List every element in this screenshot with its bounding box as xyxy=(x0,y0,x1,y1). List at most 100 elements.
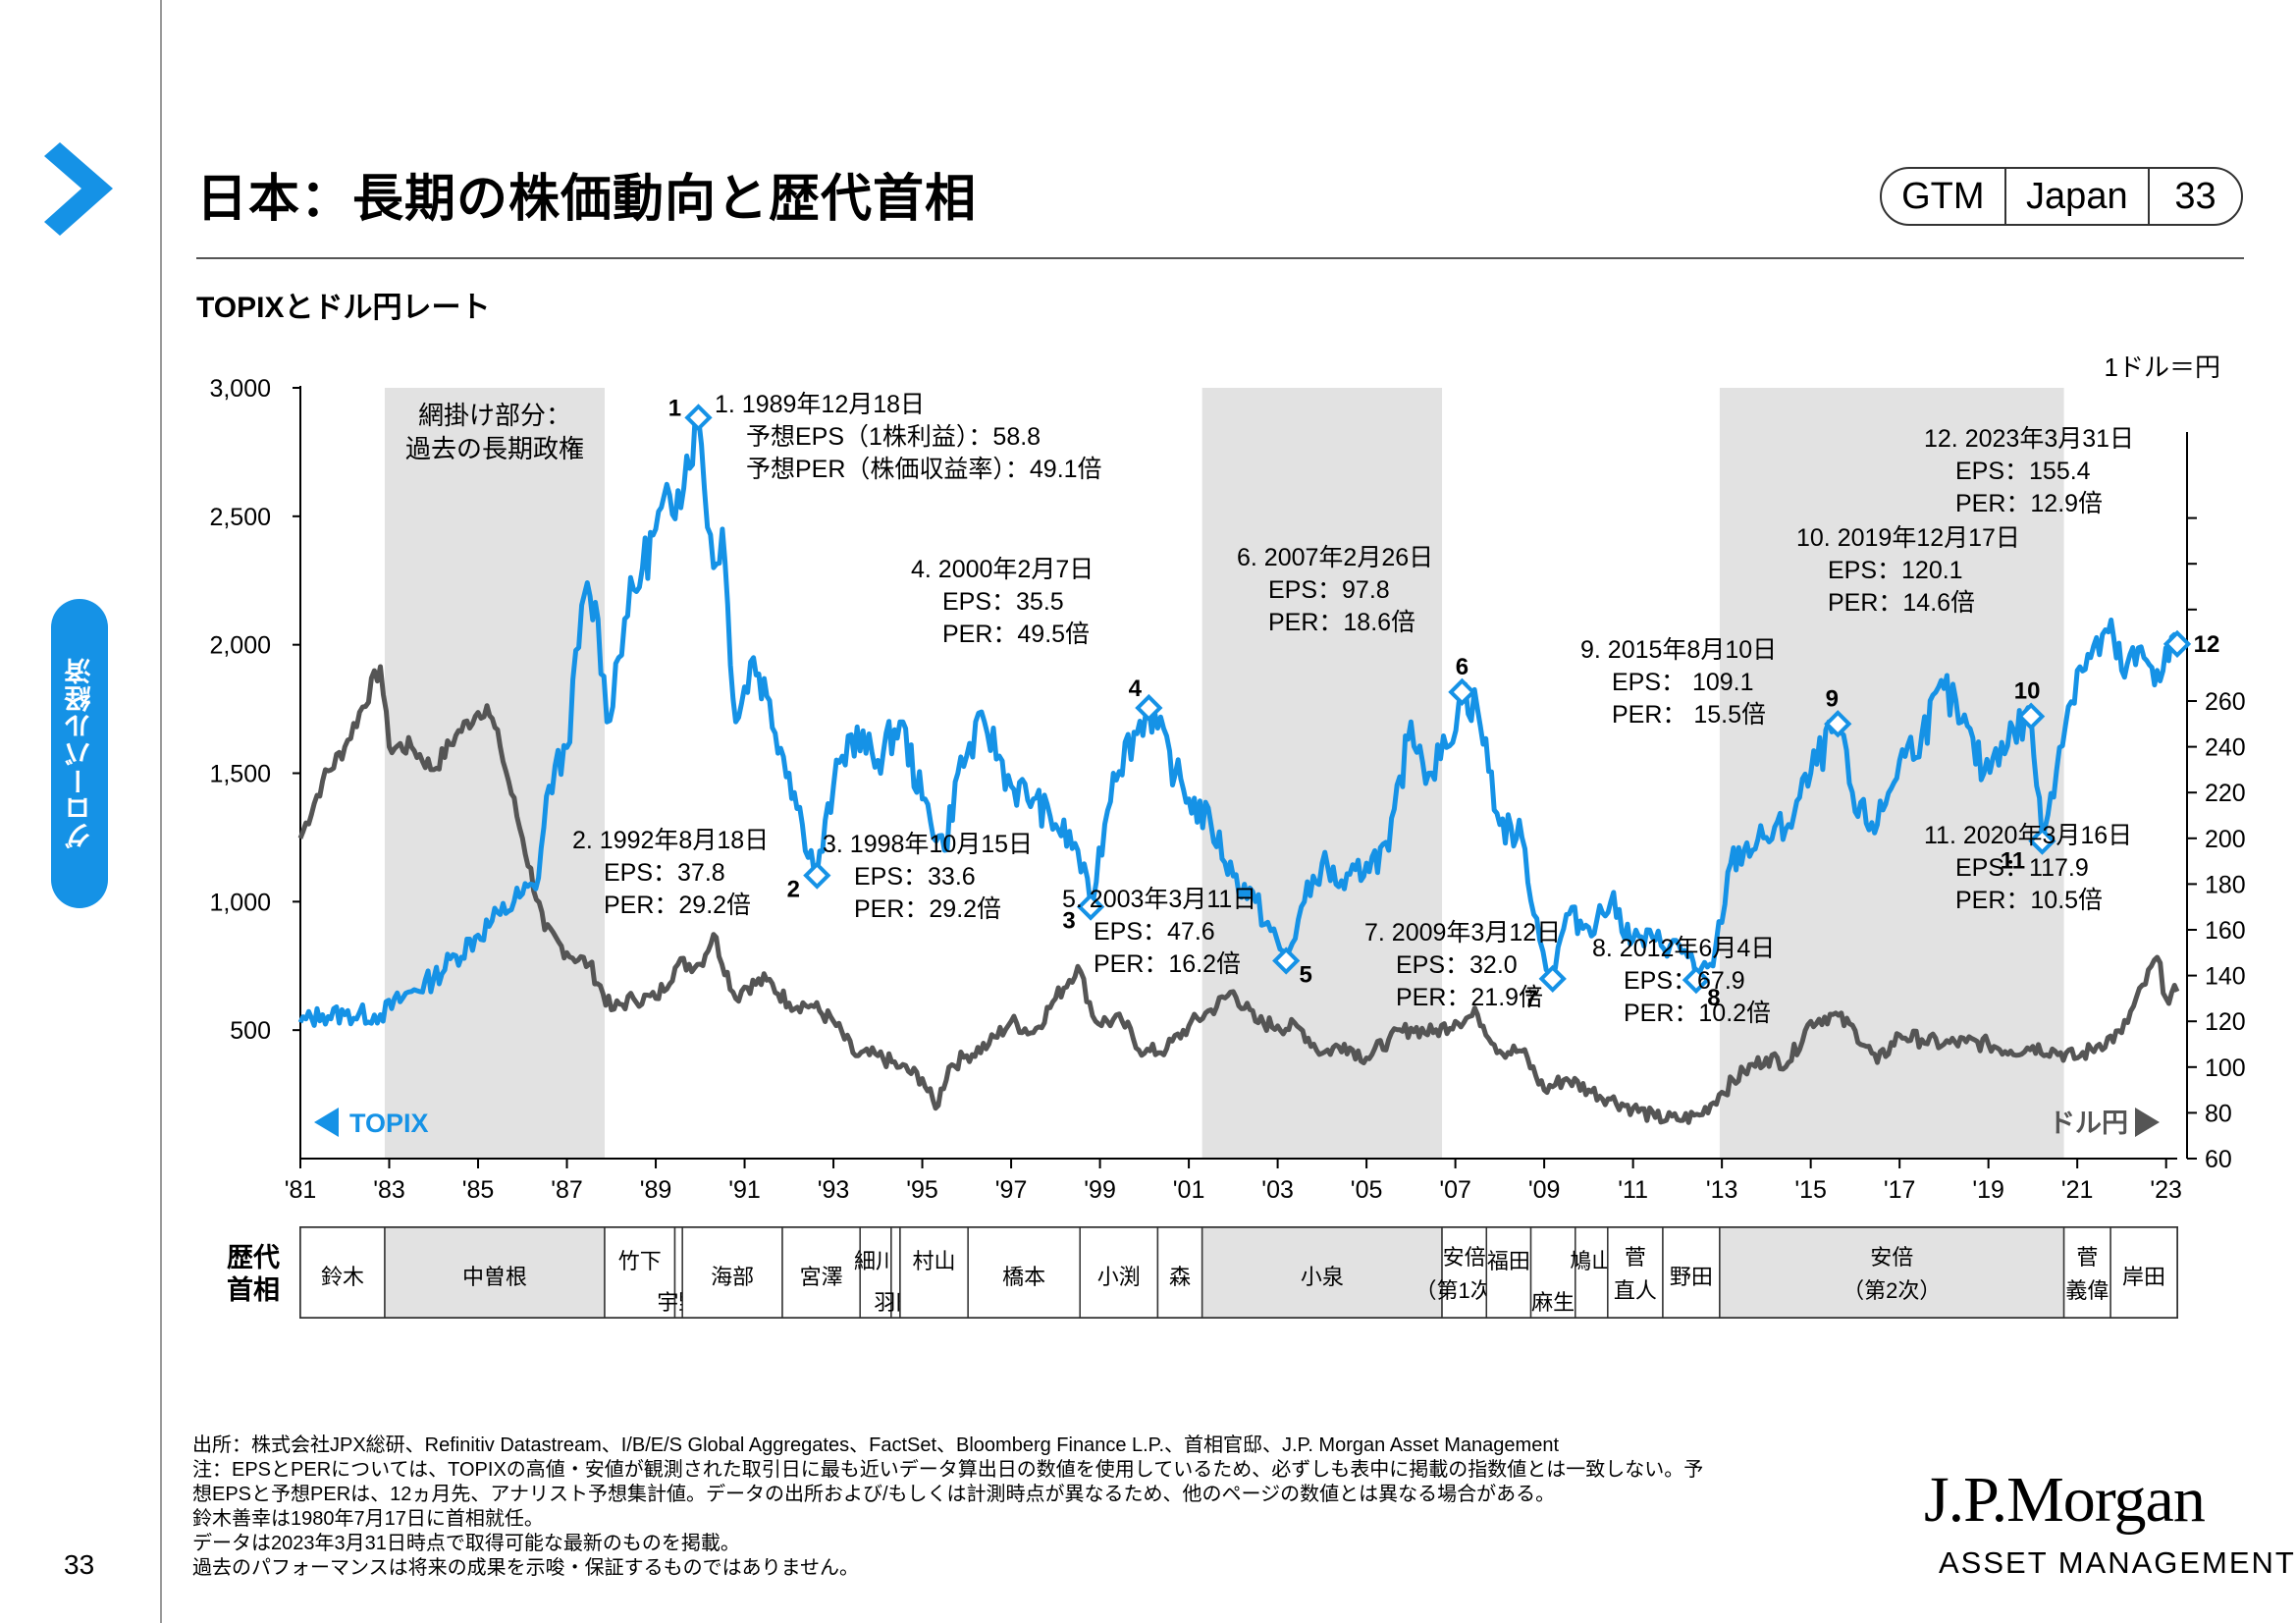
shaded-label: 網掛け部分： xyxy=(418,401,571,430)
page-badge: GTM Japan 33 xyxy=(1880,167,2243,226)
marker-annotation: PER：12.9倍 xyxy=(1955,490,2103,517)
marker-number: 5 xyxy=(1300,962,1312,989)
marker-number: 3 xyxy=(1062,908,1075,935)
pm-name: 橋本 xyxy=(1002,1265,1045,1289)
x-tick-label: '21 xyxy=(2061,1176,2094,1204)
marker-annotation: 1. 1989年12月18日 xyxy=(715,391,925,418)
marker-annotation: EPS：120.1 xyxy=(1828,557,1963,584)
pm-cell xyxy=(967,1226,1081,1319)
marker-annotation: 12. 2023年3月31日 xyxy=(1924,425,2134,453)
page-title: 日本：長期の株価動向と歴代首相 xyxy=(196,171,978,228)
pm-name: 岸田 xyxy=(2122,1265,2165,1289)
marker-number: 6 xyxy=(1456,654,1468,680)
left-divider xyxy=(160,0,162,1623)
marker-annotation: 4. 2000年2月7日 xyxy=(911,556,1094,583)
right-tick-label: 120 xyxy=(2205,1008,2246,1036)
x-tick-label: '23 xyxy=(2150,1176,2182,1204)
right-tick-label: 240 xyxy=(2205,734,2246,762)
pm-name: 宮澤 xyxy=(800,1265,843,1289)
marker-annotation: PER：29.2倍 xyxy=(604,892,751,919)
marker-annotation: 予想PER（株価収益率）：49.1倍 xyxy=(746,456,1102,483)
marker-annotation: 6. 2007年2月26日 xyxy=(1237,544,1433,571)
x-tick-label: '87 xyxy=(551,1176,583,1204)
pm-name: 麻生 xyxy=(1531,1290,1575,1315)
pm-cell xyxy=(2109,1226,2178,1319)
pm-name: 福田 xyxy=(1487,1249,1530,1273)
right-axis-label: 1ドル＝円 xyxy=(2105,352,2220,382)
pm-cell xyxy=(1529,1226,1576,1319)
pm-cell xyxy=(384,1226,606,1319)
footnote-line: 注：EPSとPERについては、TOPIXの高値・安値が観測された取引日に最も近い… xyxy=(192,1459,1704,1481)
pm-cell xyxy=(781,1226,861,1319)
marker-annotation: EPS：117.9 xyxy=(1955,854,2089,882)
x-tick-label: '89 xyxy=(640,1176,672,1204)
page-number: 33 xyxy=(64,1549,95,1580)
marker-annotation: EPS：33.6 xyxy=(854,863,976,891)
pm-cell xyxy=(1079,1226,1159,1319)
footnote-line: 鈴木善幸は1980年7月17日に首相就任。 xyxy=(192,1508,544,1530)
marker-annotation: EPS：97.8 xyxy=(1268,576,1390,604)
right-tick-label: 260 xyxy=(2205,688,2246,716)
pm-name: 村山 xyxy=(913,1249,956,1273)
pm-cell xyxy=(1201,1226,1443,1319)
right-tick-label: 200 xyxy=(2205,826,2246,853)
marker-annotation: EPS：35.5 xyxy=(942,588,1064,616)
legend-usdjpy: ドル円 xyxy=(2049,1109,2128,1138)
badge-gtm: GTM xyxy=(1901,175,1985,217)
marker-number: 12 xyxy=(2194,631,2220,658)
x-tick-label: '83 xyxy=(373,1176,405,1204)
x-tick-label: '99 xyxy=(1084,1176,1116,1204)
left-tick-label: 1,500 xyxy=(209,761,271,788)
marker-2-icon xyxy=(803,861,831,890)
x-tick-label: '03 xyxy=(1261,1176,1294,1204)
pm-name: 直人 xyxy=(1614,1278,1657,1303)
pm-header: 歴代 xyxy=(227,1243,280,1272)
marker-annotation: 9. 2015年8月10日 xyxy=(1580,636,1777,664)
pm-cell xyxy=(2062,1226,2111,1319)
marker-number: 4 xyxy=(1129,676,1143,702)
marker-11-icon xyxy=(2028,827,2056,855)
topix-line xyxy=(297,408,2180,1028)
pm-cell xyxy=(681,1226,783,1319)
marker-1-icon xyxy=(684,404,713,432)
x-tick-label: '17 xyxy=(1884,1176,1916,1204)
marker-number: 11 xyxy=(2001,848,2025,875)
marker-annotation: 7. 2009年3月12日 xyxy=(1364,919,1561,947)
marker-3-icon xyxy=(1076,893,1105,921)
pm-name: 中曽根 xyxy=(462,1265,527,1289)
x-tick-label: '01 xyxy=(1173,1176,1205,1204)
marker-annotation: PER：49.5倍 xyxy=(942,621,1090,648)
marker-annotation: 10. 2019年12月17日 xyxy=(1796,524,2020,552)
x-tick-label: '81 xyxy=(285,1176,317,1204)
right-tick-label: 80 xyxy=(2205,1100,2232,1127)
marker-annotation: 11. 2020年3月16日 xyxy=(1924,822,2132,849)
marker-12-icon xyxy=(2163,629,2192,659)
badge-page: 33 xyxy=(2148,169,2241,224)
pm-name: 竹下 xyxy=(618,1249,662,1273)
marker-5-icon xyxy=(1272,947,1301,975)
chevron-right-icon xyxy=(44,142,113,236)
marker-annotation: EPS：67.9 xyxy=(1624,967,1745,995)
legend-topix: TOPIX xyxy=(349,1109,429,1138)
footnote-line: 出所：株式会社JPX総研、Refinitiv Datastream、I/B/E/… xyxy=(192,1434,1560,1456)
x-tick-label: '11 xyxy=(1618,1176,1648,1204)
left-tick-label: 2,500 xyxy=(209,504,271,531)
pm-name: 菅 xyxy=(2076,1245,2098,1270)
right-tick-label: 180 xyxy=(2205,871,2246,898)
side-tab[interactable] xyxy=(51,599,108,908)
x-tick-label: '97 xyxy=(995,1176,1028,1204)
pm-cell xyxy=(1607,1226,1664,1319)
x-tick-label: '05 xyxy=(1351,1176,1383,1204)
title-divider xyxy=(196,257,2244,259)
chart-subtitle: TOPIXとドル円レート xyxy=(196,292,491,324)
marker-annotation: EPS：32.0 xyxy=(1396,951,1518,979)
marker-annotation: 予想EPS（1株利益）：58.8 xyxy=(746,423,1041,451)
marker-10-icon xyxy=(2016,702,2046,730)
pm-cell xyxy=(1485,1226,1532,1319)
right-tick-label: 60 xyxy=(2205,1146,2232,1173)
marker-annotation: PER：29.2倍 xyxy=(854,895,1001,923)
pm-cell xyxy=(1662,1226,1721,1319)
right-tick-label: 140 xyxy=(2205,963,2246,991)
pm-cell xyxy=(1156,1226,1203,1319)
marker-annotation: PER：14.6倍 xyxy=(1828,589,1975,617)
